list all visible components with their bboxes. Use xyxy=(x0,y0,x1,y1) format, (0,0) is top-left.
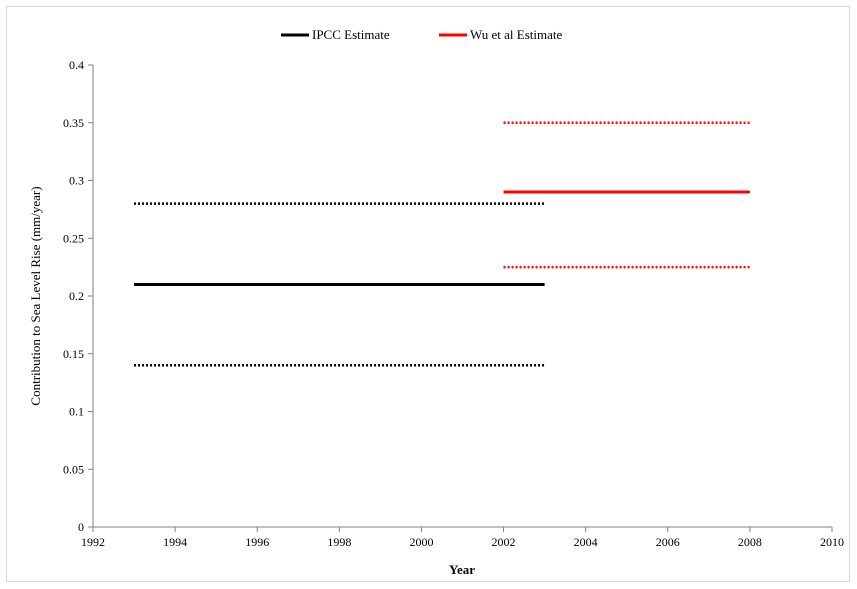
x-tick-label: 2008 xyxy=(738,535,762,549)
x-axis-title: Year xyxy=(449,562,475,577)
y-tick-label: 0.15 xyxy=(63,347,84,361)
x-tick-label: 1994 xyxy=(163,535,187,549)
y-tick-label: 0 xyxy=(78,520,84,534)
x-tick-label: 2010 xyxy=(820,535,844,549)
y-tick-label: 0.2 xyxy=(69,289,84,303)
y-tick-label: 0.35 xyxy=(63,116,84,130)
legend: IPCC Estimate Wu et al Estimate xyxy=(281,27,562,42)
y-axis-title: Contribution to Sea Level Rise (mm/year) xyxy=(28,186,43,405)
x-tick-label: 1992 xyxy=(81,535,105,549)
legend-label-1: Wu et al Estimate xyxy=(470,27,562,42)
chart-frame xyxy=(6,6,850,582)
series-group xyxy=(134,121,750,367)
x-tick-label: 2004 xyxy=(574,535,598,549)
x-tick-label: 2000 xyxy=(409,535,433,549)
y-tick-label: 0.1 xyxy=(69,405,84,419)
axes: 0 0.05 0.1 0.15 0.2 0.25 0.3 0.35 0.4 1992 1994 199… xyxy=(63,58,844,549)
x-tick-label: 1996 xyxy=(245,535,269,549)
y-tick-label: 0.05 xyxy=(63,462,84,476)
x-tick-label: 1998 xyxy=(327,535,351,549)
y-tick-label: 0.3 xyxy=(69,174,84,188)
y-tick-label: 0.4 xyxy=(69,58,84,72)
x-tick-label: 2002 xyxy=(492,535,516,549)
y-tick-label: 0.25 xyxy=(63,231,84,245)
x-tick-label: 2006 xyxy=(656,535,680,549)
legend-label-0: IPCC Estimate xyxy=(312,27,390,42)
